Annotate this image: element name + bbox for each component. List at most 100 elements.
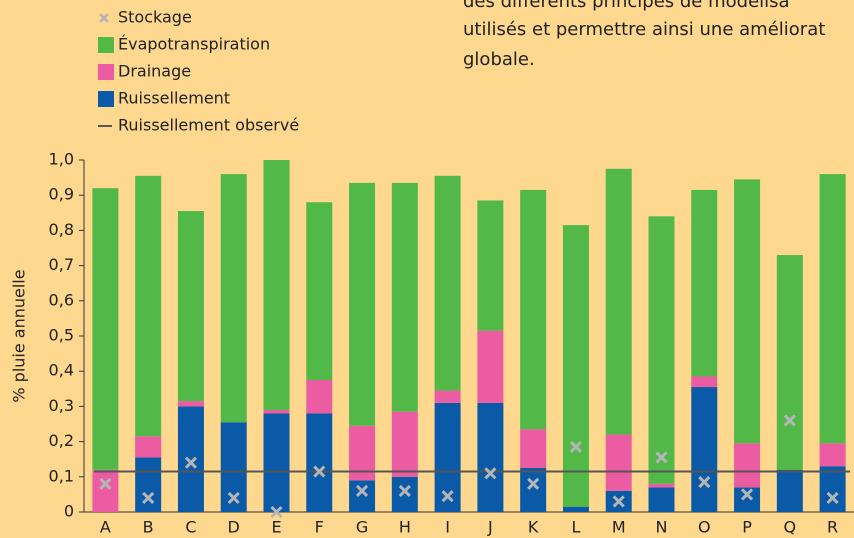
x-tick-label: B xyxy=(143,518,154,537)
marker xyxy=(527,477,540,490)
bar-segment xyxy=(477,200,504,331)
bar-segment xyxy=(605,168,632,435)
y-tick-label: 0,4 xyxy=(49,361,74,380)
marker xyxy=(313,465,326,478)
marker xyxy=(569,440,583,453)
bar-segment xyxy=(306,380,333,414)
y-tick-label: 0,6 xyxy=(49,290,74,309)
bar-segment xyxy=(220,174,247,423)
y-tick-label: 0,9 xyxy=(49,185,74,204)
bar-segment xyxy=(776,469,803,512)
marker xyxy=(99,477,112,490)
bar-segment xyxy=(177,406,204,512)
bar-segment xyxy=(648,487,675,512)
x-tick-label: K xyxy=(528,518,539,537)
x-tick-label: I xyxy=(445,518,450,537)
x-tick-label: G xyxy=(356,518,368,537)
bar-segment xyxy=(391,411,418,477)
legend-swatch xyxy=(98,91,114,107)
x-tick-label: A xyxy=(100,518,111,537)
bar-segment xyxy=(135,436,162,458)
bar-segment xyxy=(434,402,461,512)
x-tick-label: H xyxy=(399,518,411,537)
marker xyxy=(142,491,155,504)
bar-segment xyxy=(734,443,761,488)
bar-segment xyxy=(349,182,376,426)
bar-segment xyxy=(562,225,589,507)
y-tick-label: 0,7 xyxy=(49,255,74,274)
x-tick-label: E xyxy=(271,518,281,537)
bar-segment xyxy=(477,402,504,512)
y-tick-label: 0,3 xyxy=(49,396,74,415)
y-tick-label: 0,1 xyxy=(49,466,74,485)
y-tick-label: 0,5 xyxy=(49,326,74,345)
x-tick-label: L xyxy=(571,518,580,537)
x-tick-label: C xyxy=(185,518,196,537)
marker xyxy=(698,476,711,489)
bar-segment xyxy=(434,390,461,403)
legend-swatch xyxy=(99,13,109,23)
y-tick-label: 0,2 xyxy=(49,431,74,450)
bar-segment xyxy=(477,330,504,403)
legend-label: Ruissellement observé xyxy=(118,116,299,135)
bar-segment xyxy=(391,182,418,412)
y-tick-label: 0 xyxy=(64,502,74,521)
x-tick-label: J xyxy=(487,518,493,537)
bar-segment xyxy=(434,175,461,391)
marker xyxy=(270,505,283,519)
bar-segment xyxy=(306,413,333,512)
bar-segment xyxy=(92,469,119,512)
bar-segment xyxy=(177,401,204,407)
bar-segment xyxy=(648,483,675,488)
marker xyxy=(484,467,497,480)
bar-segment xyxy=(177,211,204,402)
marker xyxy=(826,491,839,504)
marker xyxy=(740,488,754,501)
bar-segment xyxy=(520,189,547,430)
bar-segment xyxy=(92,188,119,470)
marker xyxy=(441,490,454,503)
bar-segment xyxy=(734,487,761,512)
bar-segment xyxy=(691,189,718,377)
bar-segment xyxy=(605,434,632,491)
bar-segment xyxy=(135,175,162,437)
bar-segment xyxy=(562,506,589,512)
x-tick-label: M xyxy=(612,518,626,537)
paragraph-line: globale. xyxy=(463,49,535,70)
marker xyxy=(783,414,796,427)
x-tick-label: F xyxy=(315,518,324,537)
bar-segment xyxy=(819,466,846,512)
legend-label: Stockage xyxy=(118,8,192,27)
bar-segment xyxy=(648,216,675,484)
legend-label: Drainage xyxy=(118,62,191,81)
x-tick-label: D xyxy=(228,518,240,537)
legend-swatch xyxy=(98,37,114,53)
paragraph-line: utilisés et permettre ainsi une améliora… xyxy=(463,19,825,40)
marker xyxy=(227,491,240,504)
marker xyxy=(184,456,198,469)
x-tick-label: Q xyxy=(784,518,797,537)
marker xyxy=(612,495,625,508)
bar-segment xyxy=(776,255,803,470)
bar-segment xyxy=(391,476,418,512)
bar-segment xyxy=(819,174,846,444)
bar-segment xyxy=(263,413,290,512)
bar-segment xyxy=(135,457,162,512)
x-tick-label: N xyxy=(656,518,668,537)
bar-segment xyxy=(306,202,333,380)
legend-label: Évapotranspiration xyxy=(118,35,270,54)
x-tick-label: P xyxy=(742,518,752,537)
legend-swatch xyxy=(98,64,114,80)
y-axis-label: % pluie annuelle xyxy=(10,269,29,402)
bar-segment xyxy=(734,179,761,444)
bar-segment xyxy=(263,160,290,410)
bar-segment xyxy=(520,429,547,468)
bar-segment xyxy=(691,376,718,388)
bar-segment xyxy=(520,468,547,512)
bar-segment xyxy=(263,409,290,414)
bar-segment xyxy=(349,480,376,512)
y-tick-label: 1,0 xyxy=(49,150,74,169)
bar-segment xyxy=(691,387,718,512)
marker xyxy=(398,484,411,497)
